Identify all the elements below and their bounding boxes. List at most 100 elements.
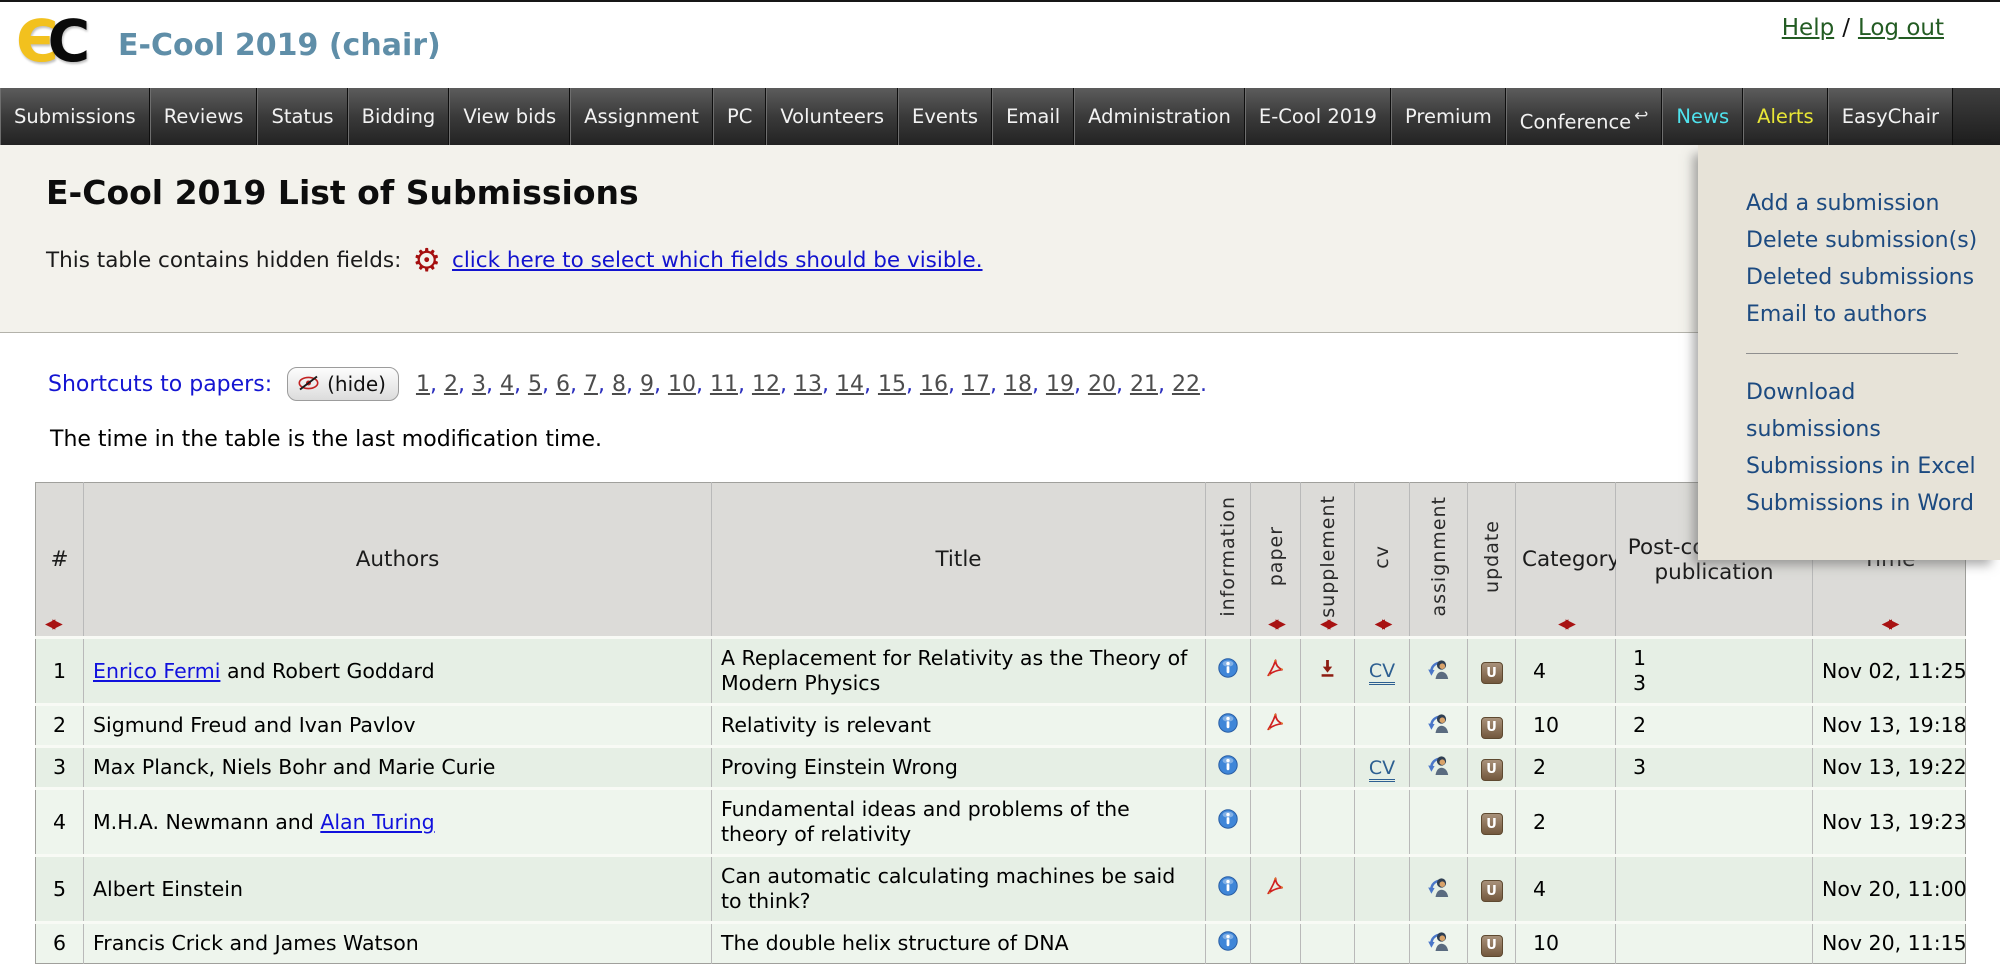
menu-item-submissions-in-word[interactable]: Submissions in Word [1746,491,1974,516]
update-icon[interactable]: U [1480,880,1503,903]
menu-item-download-submissions[interactable]: Download submissions [1746,380,1881,442]
paper-shortcut-link[interactable]: 21 [1129,371,1158,397]
sort-toggle-icon[interactable]: ◀▶ [1268,616,1286,632]
update-icon[interactable]: U [1480,662,1503,685]
paper-shortcut-link[interactable]: 20 [1087,371,1116,397]
postconf-value: 3 [1633,755,1647,779]
cell-time: Nov 02, 11:25 [1812,637,1967,705]
assignment-icon[interactable] [1427,930,1451,957]
shortcuts-row: Shortcuts to papers: (hide) 1, 2, 3, 4, … [48,367,2000,401]
cell-paper [1250,788,1301,856]
tab-label: EasyChair [1841,105,1940,128]
paper-shortcut-link[interactable]: 19 [1045,371,1074,397]
paper-shortcut-link[interactable]: 5 [527,371,542,397]
paper-shortcut-link[interactable]: 9 [639,371,654,397]
column-header-cv: cv ◀▶ [1354,482,1410,638]
assignment-icon[interactable] [1427,876,1451,903]
tab-submissions[interactable]: Submissions [0,88,150,145]
tab-premium[interactable]: Premium [1390,88,1506,145]
tab-e-cool-2019[interactable]: E-Cool 2019 [1244,88,1391,145]
pdf-paper-icon[interactable] [1265,658,1286,685]
tab-administration[interactable]: Administration [1074,88,1245,145]
cell-assignment [1409,922,1468,964]
tab-news[interactable]: News [1662,88,1744,145]
pdf-paper-icon[interactable] [1265,712,1286,739]
paper-shortcut-link[interactable]: 11 [709,371,738,397]
tab-volunteers[interactable]: Volunteers [766,88,899,145]
information-icon[interactable] [1218,754,1238,781]
paper-shortcut-link[interactable]: 2 [443,371,458,397]
tab-bidding[interactable]: Bidding [347,88,450,145]
time-note: The time in the table is the last modifi… [50,427,603,452]
paper-shortcut-link[interactable]: 18 [1003,371,1032,397]
select-fields-link[interactable]: click here to select which fields should… [452,247,983,273]
information-icon[interactable] [1218,712,1238,739]
information-icon[interactable] [1218,876,1238,902]
paper-shortcut-link[interactable]: 14 [835,371,864,397]
menu-item-add-a-submission[interactable]: Add a submission [1746,191,1940,216]
tab-assignment[interactable]: Assignment [570,88,713,145]
paper-shortcut-link[interactable]: 8 [611,371,626,397]
tab-label: Premium [1404,105,1492,128]
sort-toggle-icon[interactable]: ◀▶ [1558,616,1576,632]
tab-conference[interactable]: Conference ↩ [1505,88,1663,145]
cell-cv [1354,788,1410,856]
paper-shortcut-link[interactable]: 13 [793,371,822,397]
sort-toggle-icon[interactable]: ◀▶ [1881,616,1900,632]
gear-icon[interactable]: ⚙ [412,241,442,279]
menu-item-deleted-submissions[interactable]: Deleted submissions [1746,265,1975,290]
pdf-paper-icon[interactable] [1265,876,1286,903]
hide-shortcuts-button[interactable]: (hide) [287,367,399,401]
paper-shortcut-link[interactable]: 7 [583,371,598,397]
update-icon[interactable]: U [1480,758,1503,781]
shortcut-separator: , [1157,371,1172,397]
paper-shortcut-link[interactable]: 3 [471,371,486,397]
paper-shortcut-link[interactable]: 16 [919,371,948,397]
sort-toggle-icon[interactable]: ◀▶ [1374,616,1393,632]
paper-shortcut-link[interactable]: 22 [1171,371,1200,397]
paper-shortcut-link[interactable]: 10 [667,371,696,397]
tab-alerts[interactable]: Alerts [1743,88,1828,145]
update-icon[interactable]: U [1480,813,1503,836]
tab-easychair[interactable]: EasyChair [1827,88,1954,145]
author-link[interactable]: Alan Turing [320,809,435,834]
paper-shortcut-link[interactable]: 12 [751,371,780,397]
tab-email[interactable]: Email [992,88,1075,145]
paper-shortcut-link[interactable]: 1 [415,371,430,397]
paper-shortcut-link[interactable]: 15 [877,371,906,397]
help-link[interactable]: Help [1781,15,1835,41]
menu-item-submissions-in-excel[interactable]: Submissions in Excel [1746,454,1976,479]
paper-shortcut-link[interactable]: 6 [555,371,570,397]
tab-pc[interactable]: PC [712,88,767,145]
update-icon[interactable]: U [1480,716,1503,739]
hide-button-label: (hide) [327,372,386,396]
menu-item-delete-submission-s[interactable]: Delete submission(s) [1746,228,1978,253]
download-supplement-icon[interactable] [1318,658,1337,684]
paper-shortcut-link[interactable]: 17 [961,371,990,397]
cv-link[interactable]: CV [1368,660,1396,686]
easychair-logo[interactable]: ЄC [16,8,90,74]
shortcut-separator: , [569,371,584,397]
submissions-table: # ◀▶ Authors Title information paper ◀▶ supplem… [35,482,1967,964]
update-icon[interactable]: U [1480,934,1503,957]
tab-events[interactable]: Events [898,88,993,145]
assignment-icon[interactable] [1427,712,1451,739]
information-icon[interactable] [1218,809,1238,835]
tab-status[interactable]: Status [257,88,348,145]
cv-link[interactable]: CV [1368,756,1396,782]
tab-reviews[interactable]: Reviews [149,88,258,145]
assignment-icon[interactable] [1427,754,1451,781]
sort-toggle-icon[interactable]: ◀▶ [1320,616,1338,632]
sort-toggle-icon[interactable]: ◀▶ [45,616,63,632]
paper-shortcut-link[interactable]: 4 [499,371,514,397]
column-header-label: cv [1371,544,1393,569]
author-link[interactable]: Enrico Fermi [93,658,221,683]
information-icon[interactable] [1218,658,1238,684]
logout-link[interactable]: Log out [1857,15,1944,41]
cell-info [1205,637,1251,705]
assignment-icon[interactable] [1427,658,1451,685]
tab-view-bids[interactable]: View bids [449,88,571,145]
menu-item-email-to-authors[interactable]: Email to authors [1746,302,1928,327]
information-icon[interactable] [1218,930,1238,957]
